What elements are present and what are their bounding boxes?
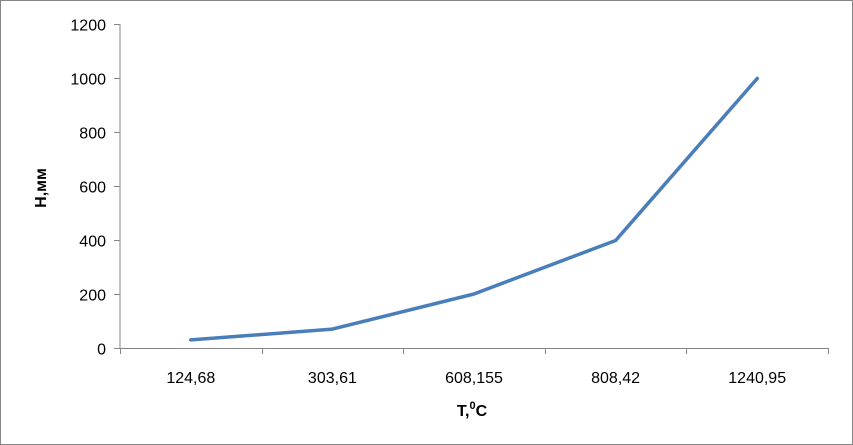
y-tick-label: 800 [79,126,106,143]
y-axis-title: Н,мм [33,168,50,208]
x-axis-title: Т,0С [457,400,488,420]
y-tick-label: 1200 [70,18,106,35]
x-axis: 124,68 303,61 608,155 808,42 1240,95 [120,348,829,387]
series-group [189,76,759,342]
y-tick-label: 600 [79,180,106,197]
x-tick-label: 303,61 [308,370,357,387]
y-tick-label: 1000 [70,72,106,89]
x-tick-label: 808,42 [591,370,640,387]
x-tick-label: 1240,95 [728,370,786,387]
y-tick-label: 400 [79,234,106,251]
x-tick-label: 608,155 [445,370,503,387]
y-tick-label: 0 [97,342,106,359]
series-line [189,76,759,342]
x-tick-label: 124,68 [166,370,215,387]
y-axis: 0 200 400 600 800 1000 1200 [70,18,121,359]
y-tick-label: 200 [79,288,106,305]
